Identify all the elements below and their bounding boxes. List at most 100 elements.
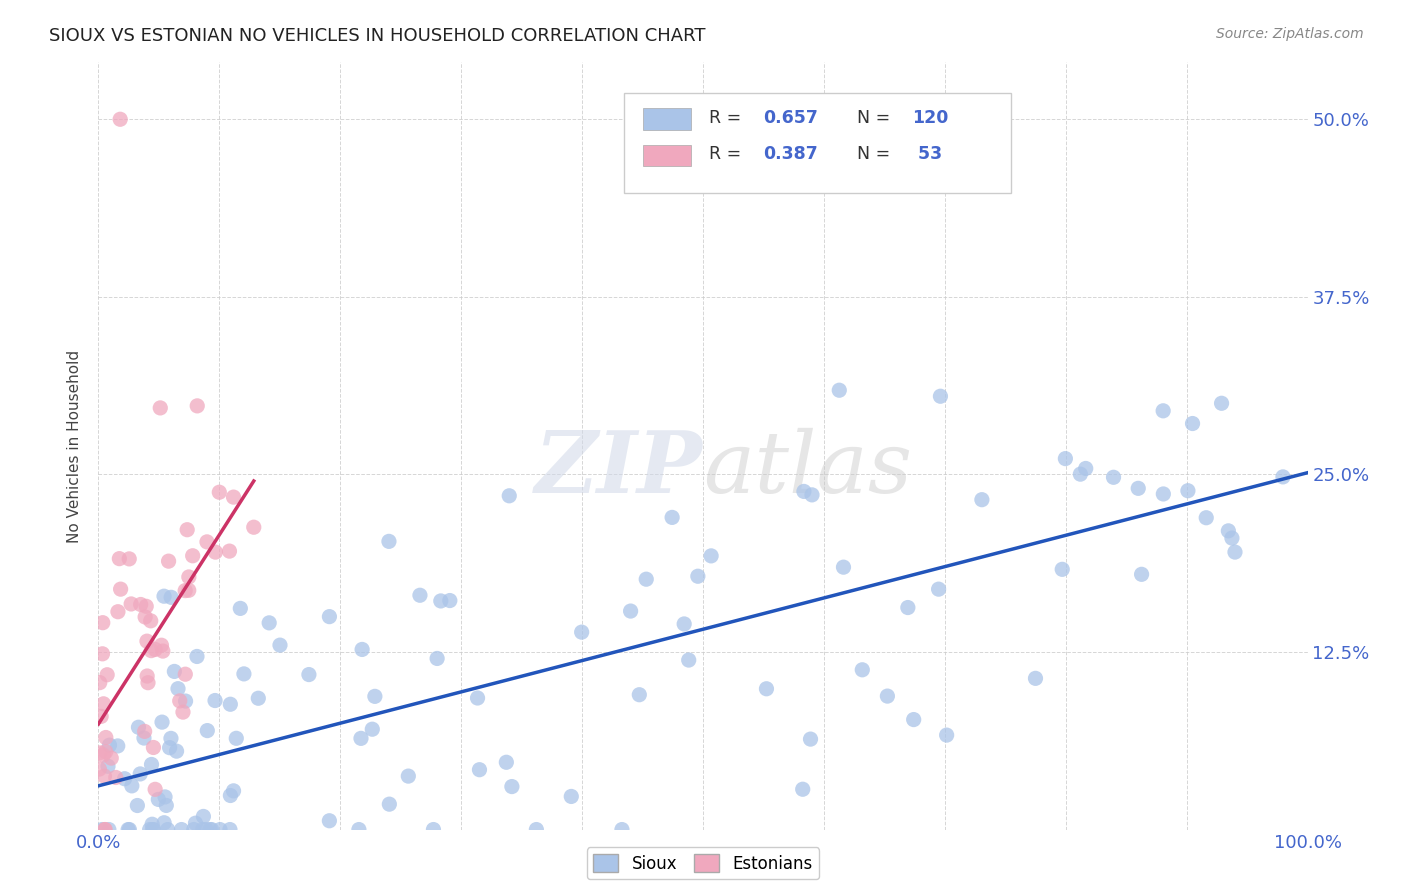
Point bbox=[467, 691, 489, 706]
Point bbox=[298, 667, 321, 681]
Point bbox=[155, 798, 177, 813]
Point bbox=[160, 591, 183, 605]
Text: R =: R = bbox=[709, 110, 741, 128]
Point bbox=[141, 757, 163, 772]
Point bbox=[157, 554, 180, 568]
Text: atlas: atlas bbox=[703, 427, 912, 510]
Point bbox=[141, 822, 163, 837]
Point bbox=[110, 582, 132, 596]
Point bbox=[150, 715, 173, 730]
Point bbox=[153, 815, 176, 830]
Point bbox=[100, 751, 122, 765]
Point bbox=[138, 822, 160, 837]
Point bbox=[350, 731, 373, 746]
Point bbox=[1177, 483, 1199, 498]
Point bbox=[242, 520, 264, 534]
Point bbox=[167, 681, 190, 696]
Point bbox=[93, 769, 115, 783]
Point bbox=[127, 720, 149, 734]
Point bbox=[560, 789, 582, 804]
Point bbox=[661, 510, 683, 524]
Point bbox=[219, 789, 242, 803]
Point bbox=[495, 756, 517, 770]
Point bbox=[166, 744, 188, 758]
Point bbox=[89, 762, 111, 776]
Text: 120: 120 bbox=[912, 110, 949, 128]
Point bbox=[163, 665, 186, 679]
Point bbox=[1024, 671, 1046, 685]
Point bbox=[198, 822, 221, 837]
Point bbox=[107, 739, 129, 753]
Point bbox=[439, 593, 461, 607]
Point bbox=[1220, 531, 1243, 545]
Point bbox=[1152, 487, 1174, 501]
Point bbox=[1130, 567, 1153, 582]
Point bbox=[222, 784, 245, 798]
Point bbox=[170, 822, 193, 837]
Text: R =: R = bbox=[709, 145, 741, 163]
Point bbox=[1128, 481, 1150, 495]
Point bbox=[225, 731, 247, 746]
Point bbox=[361, 723, 384, 737]
Point bbox=[194, 822, 217, 837]
Point bbox=[828, 383, 851, 397]
Point bbox=[153, 789, 176, 804]
Point bbox=[200, 822, 222, 837]
Point bbox=[89, 675, 111, 690]
Point bbox=[143, 782, 166, 797]
Point bbox=[799, 732, 821, 747]
Point bbox=[134, 610, 156, 624]
Point bbox=[524, 822, 547, 837]
Point bbox=[1271, 470, 1294, 484]
Point bbox=[364, 690, 387, 704]
Point bbox=[148, 792, 170, 806]
Point bbox=[204, 693, 226, 707]
FancyBboxPatch shape bbox=[643, 145, 690, 166]
Point bbox=[136, 675, 159, 690]
Point bbox=[222, 490, 245, 504]
Point bbox=[1181, 417, 1204, 431]
Point bbox=[117, 822, 139, 837]
Point bbox=[793, 484, 815, 499]
Point bbox=[120, 597, 142, 611]
Point bbox=[801, 488, 824, 502]
Point bbox=[378, 534, 401, 549]
Point bbox=[1102, 470, 1125, 484]
Point bbox=[153, 589, 176, 603]
Point bbox=[107, 605, 129, 619]
Point bbox=[142, 822, 165, 837]
Point bbox=[610, 822, 633, 837]
Point bbox=[628, 688, 651, 702]
Point bbox=[136, 634, 159, 648]
Point bbox=[396, 769, 419, 783]
Point bbox=[257, 615, 280, 630]
Point bbox=[94, 731, 117, 745]
Point bbox=[186, 649, 208, 664]
Point bbox=[1218, 524, 1240, 538]
Point bbox=[620, 604, 643, 618]
Point bbox=[91, 822, 114, 837]
Point bbox=[174, 694, 197, 708]
Point bbox=[501, 780, 523, 794]
Point bbox=[468, 763, 491, 777]
Point bbox=[851, 663, 873, 677]
FancyBboxPatch shape bbox=[624, 93, 1011, 193]
Point bbox=[219, 822, 242, 837]
Point bbox=[135, 599, 157, 614]
Point bbox=[218, 544, 240, 558]
Point bbox=[91, 647, 114, 661]
Point bbox=[700, 549, 723, 563]
Point bbox=[98, 738, 121, 752]
Point bbox=[673, 616, 696, 631]
Point bbox=[636, 572, 658, 586]
Text: Source: ZipAtlas.com: Source: ZipAtlas.com bbox=[1216, 27, 1364, 41]
Point bbox=[169, 694, 191, 708]
Point bbox=[876, 689, 898, 703]
Point bbox=[426, 651, 449, 665]
Point bbox=[970, 492, 993, 507]
Point bbox=[193, 809, 215, 823]
Point bbox=[172, 705, 194, 719]
Point bbox=[118, 822, 141, 837]
Point bbox=[93, 697, 115, 711]
Point bbox=[430, 594, 453, 608]
